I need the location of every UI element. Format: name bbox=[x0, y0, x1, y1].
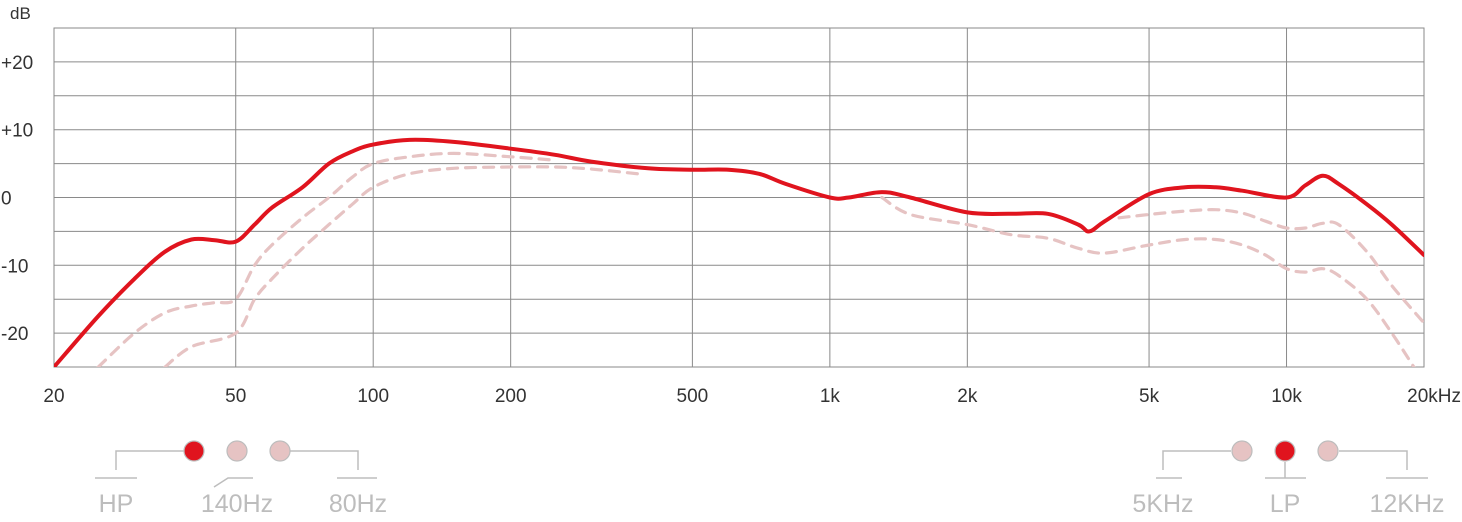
y-tick-label: -20 bbox=[1, 324, 28, 345]
hp-option-hp-dot[interactable] bbox=[183, 440, 205, 462]
hp-filter-selector: HP 140Hz 80Hz bbox=[95, 440, 387, 518]
response-curve-filtered-2 bbox=[163, 165, 640, 367]
lp-filter-selector: 5KHz LP 12KHz bbox=[1132, 440, 1445, 518]
lp-5khz-label: 5KHz bbox=[1132, 490, 1193, 518]
lp-option-5khz-dot[interactable] bbox=[1231, 440, 1253, 462]
lp-bracket-right bbox=[1339, 450, 1408, 470]
hp-label: HP bbox=[99, 490, 134, 518]
chart-grid bbox=[53, 27, 1425, 368]
response-curve-main bbox=[54, 137, 1424, 367]
x-tick-label: 500 bbox=[677, 386, 709, 407]
x-tick-label: 10k bbox=[1271, 386, 1302, 407]
y-tick-label: +10 bbox=[1, 121, 33, 142]
y-tick-label: +20 bbox=[1, 53, 33, 74]
x-tick-label: 1k bbox=[820, 386, 841, 407]
lp-option-lp-dot[interactable] bbox=[1274, 440, 1296, 462]
x-axis: 20 50 100 200 500 1k 2k 5k 10k 20kHz bbox=[43, 386, 1461, 407]
y-axis-label: dB bbox=[10, 4, 31, 23]
lp-12khz-label: 12KHz bbox=[1369, 490, 1444, 518]
lp-option-12khz-dot[interactable] bbox=[1317, 440, 1339, 462]
x-tick-label: 50 bbox=[225, 386, 246, 407]
x-tick-label: 5k bbox=[1139, 386, 1160, 407]
x-tick-label: 200 bbox=[495, 386, 527, 407]
hp-option-80hz-dot[interactable] bbox=[269, 440, 291, 462]
y-axis: +20 +10 0 -10 -20 bbox=[1, 53, 33, 345]
chart-series-layer bbox=[54, 137, 1424, 367]
x-tick-label: 20kHz bbox=[1407, 386, 1461, 407]
response-curve-filtered-1 bbox=[96, 151, 557, 367]
x-tick-label: 100 bbox=[357, 386, 389, 407]
hp-bracket-right bbox=[290, 450, 359, 470]
hp-bracket-left bbox=[115, 450, 184, 470]
hp-tick-mid bbox=[213, 477, 253, 488]
hp-80hz-label: 80Hz bbox=[329, 490, 387, 518]
y-tick-label: 0 bbox=[1, 189, 12, 210]
x-tick-label: 20 bbox=[43, 386, 64, 407]
response-curve-filtered-4 bbox=[1117, 208, 1424, 325]
y-tick-label: -10 bbox=[1, 256, 28, 277]
hp-140hz-label: 140Hz bbox=[201, 490, 273, 518]
x-tick-label: 2k bbox=[957, 386, 978, 407]
lp-bracket-left bbox=[1162, 450, 1231, 470]
hp-option-140hz-dot[interactable] bbox=[226, 440, 248, 462]
lp-tick-mid bbox=[1265, 462, 1306, 479]
response-curve-filtered-3 bbox=[880, 195, 1416, 367]
lp-label: LP bbox=[1270, 490, 1301, 518]
